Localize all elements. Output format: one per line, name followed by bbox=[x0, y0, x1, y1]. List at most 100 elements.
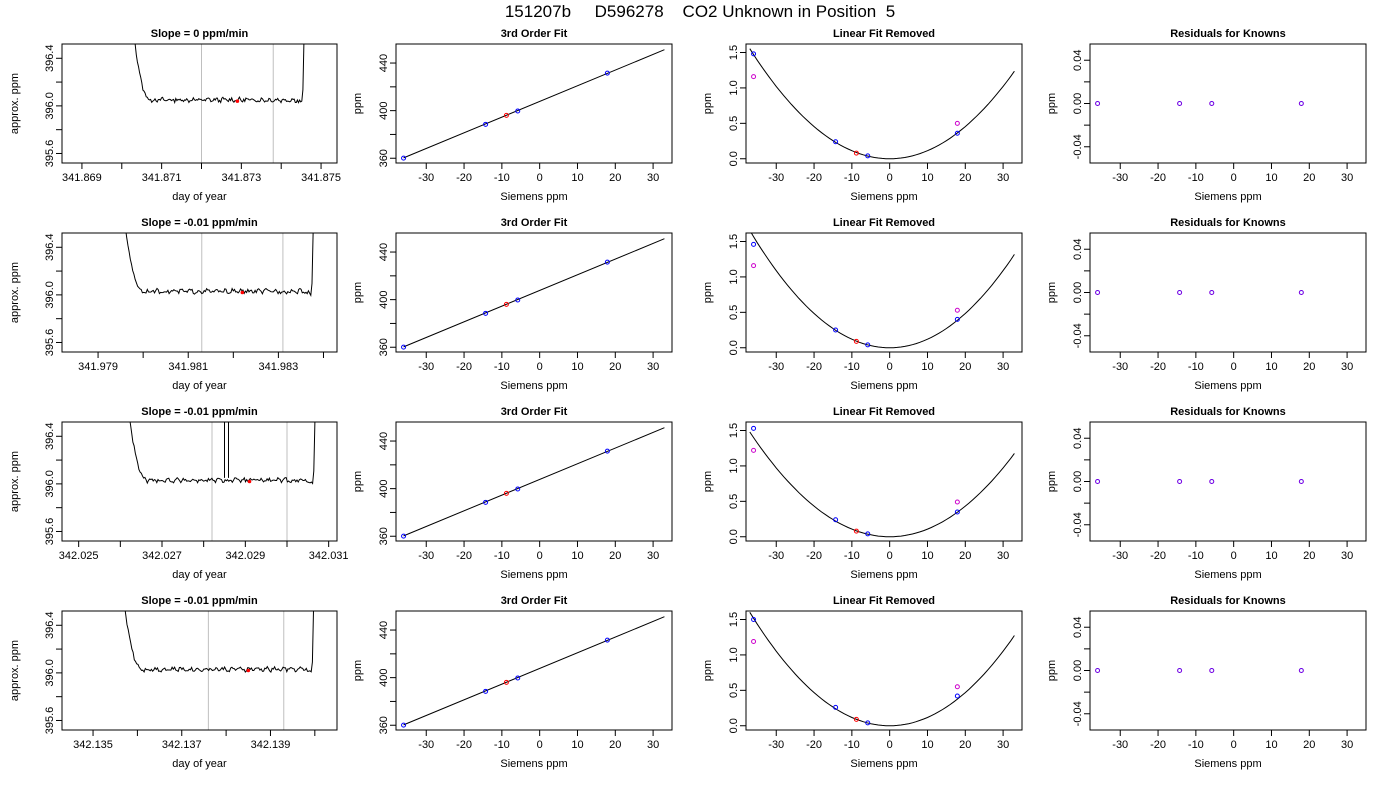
x-axis-label: Siemens ppm bbox=[1194, 191, 1261, 203]
plot-area bbox=[129, 422, 316, 541]
x-tick-label: 20 bbox=[1303, 172, 1315, 184]
x-tick-label: 30 bbox=[647, 361, 659, 373]
known-point bbox=[954, 316, 960, 322]
panel-title: 3rd Order Fit bbox=[501, 217, 568, 229]
panel-residual_linear-row1: Linear Fit Removed -30 -20 -10 0 10 20 30 0.0 0.5… bbox=[702, 28, 1023, 203]
y-tick-label: 1.0 bbox=[728, 647, 740, 662]
unknown-point bbox=[853, 716, 859, 722]
x-tick-label: -10 bbox=[494, 361, 510, 373]
panel-title: 3rd Order Fit bbox=[501, 406, 568, 418]
residual-point-alt bbox=[1209, 479, 1215, 484]
known-point bbox=[401, 155, 407, 161]
unknown-marker bbox=[235, 99, 240, 103]
x-tick-label: -10 bbox=[844, 739, 860, 751]
y-tick-label: 440 bbox=[378, 432, 390, 450]
known-point bbox=[751, 617, 757, 622]
known-point bbox=[483, 310, 489, 316]
panel-title: Linear Fit Removed bbox=[833, 217, 935, 229]
y-tick-label: 400 bbox=[378, 101, 390, 119]
known-point bbox=[604, 448, 610, 454]
trace-line bbox=[129, 422, 316, 485]
panel-title: Residuals for Knowns bbox=[1170, 406, 1286, 418]
known-point bbox=[865, 720, 871, 726]
residual-point-alt bbox=[1299, 479, 1304, 484]
y-axis-label: ppm bbox=[352, 282, 364, 303]
known-point bbox=[515, 486, 521, 492]
x-tick-label: 0 bbox=[887, 550, 893, 562]
y-tick-label: 440 bbox=[378, 54, 390, 72]
x-tick-label: 342.029 bbox=[225, 550, 265, 562]
x-axis-label: day of year bbox=[172, 569, 227, 581]
unknown-point bbox=[503, 301, 509, 307]
panel-residual_knowns-row4: Residuals for Knowns -30 -20 -10 0 10 20 30 -0.0… bbox=[1046, 595, 1367, 770]
unknown-marker bbox=[240, 290, 245, 295]
y-tick-label: -0.04 bbox=[1072, 701, 1084, 726]
x-tick-label: -30 bbox=[768, 550, 784, 562]
known-point-alt bbox=[751, 74, 757, 80]
x-tick-label: -30 bbox=[1112, 361, 1128, 373]
y-tick-label: -0.04 bbox=[1072, 512, 1084, 537]
trace-line bbox=[124, 611, 314, 674]
residual-point-alt bbox=[1177, 101, 1182, 106]
x-tick-label: 30 bbox=[647, 739, 659, 751]
x-tick-label: -30 bbox=[768, 361, 784, 373]
y-axis-label: ppm bbox=[1046, 660, 1058, 681]
x-tick-label: 10 bbox=[1265, 550, 1277, 562]
x-tick-label: -10 bbox=[494, 739, 510, 751]
x-axis-label: Siemens ppm bbox=[850, 380, 917, 392]
x-axis-label: day of year bbox=[172, 758, 227, 770]
y-tick-label: 0.0 bbox=[728, 718, 740, 733]
panel-title: Slope = -0.01 ppm/min bbox=[141, 595, 258, 607]
panel-title: 3rd Order Fit bbox=[501, 595, 568, 607]
panel-title: Slope = -0.01 ppm/min bbox=[141, 406, 258, 418]
known-point bbox=[483, 121, 489, 127]
x-tick-label: 20 bbox=[959, 172, 971, 184]
x-tick-label: 30 bbox=[1341, 361, 1353, 373]
quadratic-curve bbox=[749, 612, 1015, 727]
x-tick-label: 20 bbox=[959, 550, 971, 562]
known-point-alt bbox=[954, 120, 960, 126]
x-tick-label: 20 bbox=[1303, 550, 1315, 562]
panel-title: Residuals for Knowns bbox=[1170, 217, 1286, 229]
y-axis-label: approx. ppm bbox=[9, 73, 21, 134]
unknown-point bbox=[853, 528, 859, 534]
residual-point-alt bbox=[1095, 290, 1100, 295]
known-point bbox=[483, 688, 489, 694]
y-tick-label: 0.04 bbox=[1072, 617, 1084, 638]
x-tick-label: 341.983 bbox=[259, 361, 299, 373]
unknown-point bbox=[853, 338, 859, 344]
plot-frame bbox=[745, 421, 1023, 542]
y-tick-label: 1.0 bbox=[728, 80, 740, 95]
known-point bbox=[865, 153, 871, 159]
x-tick-label: 341.981 bbox=[168, 361, 208, 373]
x-tick-label: 30 bbox=[997, 172, 1009, 184]
unknown-marker bbox=[247, 479, 252, 484]
x-tick-label: 10 bbox=[571, 739, 583, 751]
plot-frame bbox=[61, 43, 338, 164]
x-tick-label: 20 bbox=[1303, 361, 1315, 373]
plot-frame bbox=[1089, 610, 1367, 731]
plot-area bbox=[401, 427, 665, 539]
x-tick-label: -20 bbox=[456, 739, 472, 751]
y-axis-label: approx. ppm bbox=[9, 640, 21, 701]
x-tick-label: -30 bbox=[418, 361, 434, 373]
y-tick-label: 1.5 bbox=[728, 45, 740, 60]
residual-point-alt bbox=[1299, 101, 1304, 106]
plot-frame bbox=[745, 43, 1023, 164]
fit-line bbox=[403, 427, 665, 537]
x-tick-label: 341.869 bbox=[62, 172, 102, 184]
plot-area bbox=[1095, 101, 1304, 106]
plot-area bbox=[134, 44, 305, 163]
y-tick-label: -0.04 bbox=[1072, 323, 1084, 348]
plot-frame bbox=[745, 610, 1023, 731]
known-point-alt bbox=[954, 499, 960, 505]
y-tick-label: 0.0 bbox=[728, 340, 740, 355]
known-point bbox=[515, 297, 521, 303]
y-tick-label: 396.4 bbox=[44, 423, 56, 451]
y-axis-label: ppm bbox=[1046, 471, 1058, 492]
x-axis-label: Siemens ppm bbox=[1194, 758, 1261, 770]
y-tick-label: 0.00 bbox=[1072, 471, 1084, 492]
known-point bbox=[604, 259, 610, 265]
plot-frame bbox=[61, 232, 338, 353]
x-tick-label: 342.137 bbox=[162, 739, 202, 751]
